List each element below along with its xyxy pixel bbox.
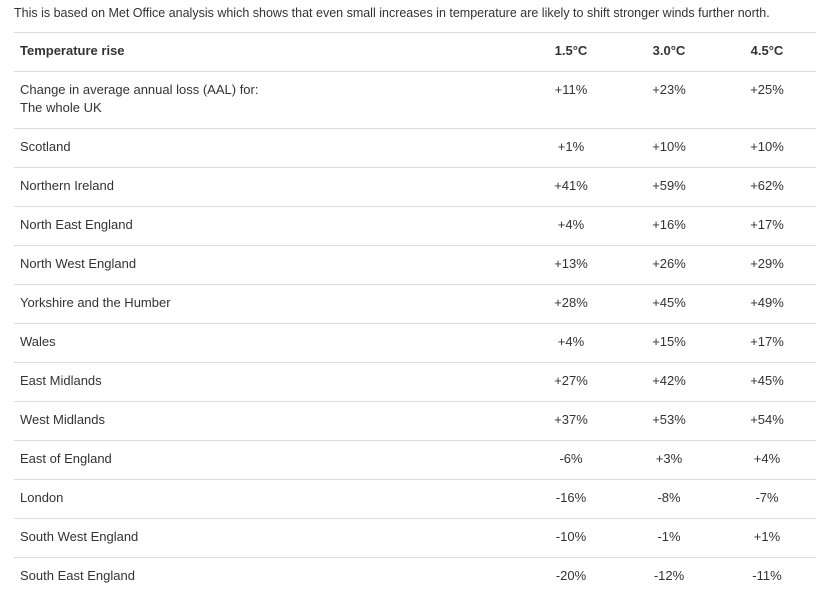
row-label: Scotland xyxy=(20,139,71,154)
value-cell: +41% xyxy=(554,178,588,193)
table-row: South West England -10% -1% +1% xyxy=(14,518,816,557)
table-row: East Midlands +27% +42% +45% xyxy=(14,362,816,401)
value-cell: -10% xyxy=(555,529,587,544)
value-cell: -8% xyxy=(657,490,681,505)
row-label: Yorkshire and the Humber xyxy=(20,295,171,310)
value-cell: +26% xyxy=(652,256,686,271)
row-label: South West England xyxy=(20,529,139,544)
value-cell: -1% xyxy=(657,529,681,544)
value-cell: +17% xyxy=(750,217,784,232)
value-cell: +4% xyxy=(557,217,585,232)
row-label: South East England xyxy=(20,568,135,583)
table-row: East of England -6% +3% +4% xyxy=(14,440,816,479)
value-cell: +28% xyxy=(554,295,588,310)
value-cell: +23% xyxy=(652,82,686,97)
header-row: Temperature rise 1.5°C 3.0°C 4.5°C xyxy=(14,32,816,71)
value-cell: +11% xyxy=(554,82,588,97)
value-cell: -12% xyxy=(653,568,685,583)
value-cell: +4% xyxy=(557,334,585,349)
row-label: Change in average annual loss (AAL) for:… xyxy=(20,81,258,117)
value-cell: +3% xyxy=(655,451,683,466)
value-cell: +59% xyxy=(652,178,686,193)
value-cell: +45% xyxy=(750,373,784,388)
row-label: East of England xyxy=(20,451,112,466)
label-line: Change in average annual loss (AAL) for: xyxy=(20,82,259,97)
value-cell: +4% xyxy=(753,451,781,466)
value-cell: +25% xyxy=(750,82,784,97)
row-label: East Midlands xyxy=(20,373,102,388)
value-cell: +15% xyxy=(652,334,686,349)
value-cell: -7% xyxy=(755,490,779,505)
value-cell: +49% xyxy=(750,295,784,310)
table-row: Scotland +1% +10% +10% xyxy=(14,128,816,167)
table-row: Northern Ireland +41% +59% +62% xyxy=(14,167,816,206)
row-label: Wales xyxy=(20,334,56,349)
table-row: North East England +4% +16% +17% xyxy=(14,206,816,245)
value-cell: +53% xyxy=(652,412,686,427)
value-cell: +1% xyxy=(753,529,781,544)
value-cell: +27% xyxy=(554,373,588,388)
table-row: South East England -20% -12% -11% xyxy=(14,557,816,594)
row-label: North East England xyxy=(20,217,133,232)
value-cell: -11% xyxy=(752,568,782,583)
value-cell: +13% xyxy=(554,256,588,271)
value-cell: +45% xyxy=(652,295,686,310)
table-row: London -16% -8% -7% xyxy=(14,479,816,518)
value-cell: -6% xyxy=(559,451,583,466)
header-cell: Temperature rise xyxy=(20,43,125,58)
value-cell: +10% xyxy=(750,139,784,154)
table-row: Yorkshire and the Humber +28% +45% +49% xyxy=(14,284,816,323)
row-label: West Midlands xyxy=(20,412,106,427)
header-cell: 3.0°C xyxy=(652,43,686,58)
header-cell: 1.5°C xyxy=(554,43,588,58)
intro-text: This is based on Met Office analysis whi… xyxy=(14,6,770,20)
value-cell: +54% xyxy=(750,412,784,427)
header-cell: 4.5°C xyxy=(750,43,784,58)
value-cell: +1% xyxy=(557,139,585,154)
table-row: West Midlands +37% +53% +54% xyxy=(14,401,816,440)
row-label: North West England xyxy=(20,256,137,271)
value-cell: +10% xyxy=(652,139,686,154)
label-line: The whole UK xyxy=(20,100,102,115)
value-cell: +16% xyxy=(652,217,686,232)
value-cell: +62% xyxy=(750,178,784,193)
table-row: Change in average annual loss (AAL) for:… xyxy=(14,71,816,128)
value-cell: -20% xyxy=(555,568,587,583)
value-cell: +42% xyxy=(652,373,686,388)
value-cell: +37% xyxy=(554,412,588,427)
value-cell: +17% xyxy=(750,334,784,349)
value-cell: +29% xyxy=(750,256,784,271)
row-label: London xyxy=(20,490,64,505)
row-label: Northern Ireland xyxy=(20,178,114,193)
table-row: North West England +13% +26% +29% xyxy=(14,245,816,284)
table-row: Wales +4% +15% +17% xyxy=(14,323,816,362)
value-cell: -16% xyxy=(555,490,587,505)
